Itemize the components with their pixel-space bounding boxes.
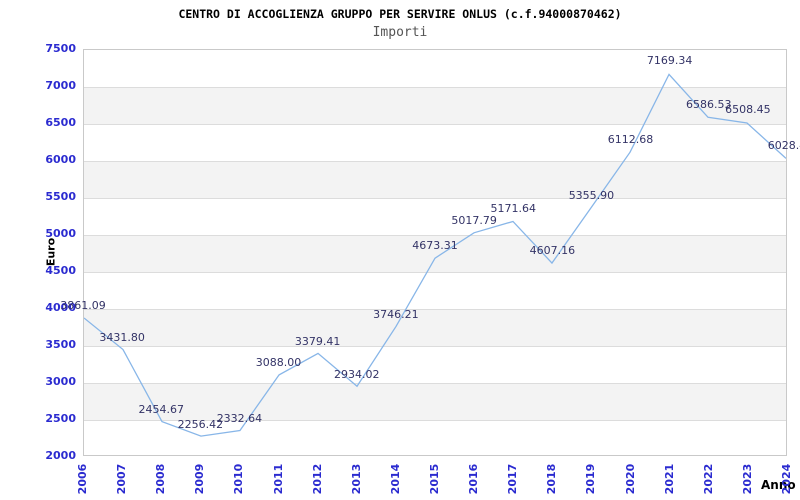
data-point-label: 4673.31 (412, 239, 458, 253)
data-point-label: 6028.4 (767, 138, 800, 152)
x-tick-label: 2023 (740, 463, 754, 495)
y-tick-label: 6500 (45, 116, 76, 129)
x-tick-label: 2022 (701, 463, 715, 495)
data-point-label: 5017.79 (451, 213, 497, 227)
x-tick-label: 2019 (584, 463, 598, 495)
gridline (84, 234, 786, 236)
data-point-label: 3746.21 (373, 307, 419, 321)
gridline (84, 271, 786, 273)
y-tick-label: 5000 (45, 227, 76, 240)
x-tick-label: 2020 (623, 463, 637, 495)
series-line (84, 73, 786, 437)
y-tick-label: 5500 (45, 190, 76, 203)
data-point-label: 3379.41 (294, 334, 341, 348)
x-tick-label: 2006 (76, 463, 89, 495)
plot-area (83, 49, 787, 456)
data-point-label: 2934.02 (334, 367, 380, 381)
x-tick-label: 2008 (154, 463, 168, 495)
data-point-label: 5355.90 (568, 188, 615, 202)
x-tick-label: 2007 (115, 463, 129, 495)
line-series-svg (84, 73, 786, 437)
x-tick-label: 2017 (506, 463, 520, 495)
x-tick-label: 2010 (232, 463, 246, 495)
data-point-label: 6508.45 (725, 103, 771, 117)
gridline (84, 419, 786, 421)
data-point-label: 3088.00 (255, 356, 302, 370)
gridline (84, 382, 786, 384)
x-tick-label: 2021 (662, 463, 676, 495)
grid-band (84, 161, 786, 198)
data-point-label: 3861.09 (60, 299, 106, 313)
y-tick-label: 2000 (45, 449, 76, 462)
y-tick-label: 4000 (45, 301, 76, 314)
y-tick-label: 3000 (45, 375, 76, 388)
data-point-label: 5171.64 (490, 202, 536, 216)
chart-subtitle: Importi (372, 25, 428, 40)
x-tick-label: 2009 (193, 463, 207, 495)
gridline (84, 308, 786, 310)
gridline (84, 86, 786, 88)
y-tick-label: 7500 (45, 42, 76, 55)
y-tick-label: 3500 (45, 338, 76, 351)
grid-band (84, 309, 786, 346)
x-tick-label: 2024 (780, 463, 793, 495)
data-point-label: 7169.34 (646, 54, 693, 68)
y-tick-label: 4500 (45, 264, 76, 277)
x-tick-label: 2014 (388, 463, 402, 495)
x-tick-label: 2011 (271, 463, 285, 495)
grid-band (84, 235, 786, 272)
gridline (84, 123, 786, 125)
data-point-label: 2454.67 (138, 403, 184, 417)
y-axis-title: Euro (44, 237, 58, 267)
data-point-label: 2332.64 (216, 412, 263, 426)
chart-title: CENTRO DI ACCOGLIENZA GRUPPO PER SERVIRE… (178, 7, 622, 21)
x-tick-label: 2016 (467, 463, 481, 495)
y-tick-label: 7000 (45, 79, 76, 92)
data-point-label: 2256.42 (177, 418, 224, 432)
x-axis-title: Anno (761, 478, 796, 492)
x-tick-label: 2012 (310, 463, 324, 495)
data-point-label: 3431.80 (99, 331, 145, 345)
y-tick-label: 6000 (45, 153, 76, 166)
grid-band (84, 87, 786, 124)
grid-band (84, 383, 786, 420)
gridline (84, 197, 786, 199)
x-tick-label: 2015 (428, 463, 441, 495)
x-tick-label: 2013 (349, 463, 363, 495)
x-tick-label: 2018 (545, 463, 559, 495)
gridline (84, 345, 786, 347)
data-point-label: 6586.53 (686, 97, 732, 111)
data-point-label: 4607.16 (529, 244, 576, 258)
data-point-label: 6112.68 (607, 132, 654, 146)
gridline (84, 160, 786, 162)
y-tick-label: 2500 (45, 412, 76, 425)
